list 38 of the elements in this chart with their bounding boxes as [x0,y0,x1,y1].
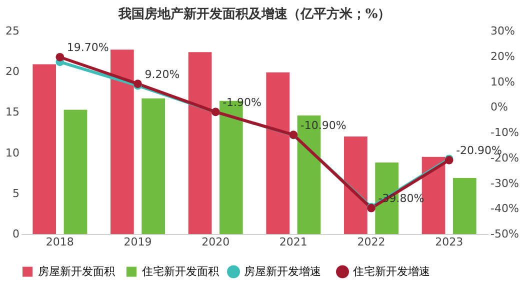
y2-tick-label: -50% [490,228,519,240]
bar [422,156,446,234]
legend-label: 房屋新开发面积 [38,264,115,278]
bar [110,50,134,234]
x-tick-label: 2020 [202,236,230,248]
y2-tick-label: -10% [490,126,519,139]
data-label: -1.90% [222,96,262,109]
data-label: 19.70% [66,41,109,54]
legend-label: 住宅新开发增速 [353,264,430,278]
bar [452,178,476,234]
x-tick-label: 2023 [435,236,464,248]
chart-title: 我国房地产新开发面积及增速（亿平方米；%） [117,6,391,22]
bar [266,72,290,234]
x-tick-label: 2019 [124,236,152,248]
x-tick-label: 2022 [357,236,386,248]
y2-tick-label: 10% [490,75,515,88]
legend-label: 房屋新开发增速 [244,264,321,278]
y-tick-label: 25 [6,24,20,38]
y2-tick-label: 20% [490,50,515,63]
y-tick-label: 10 [6,146,20,160]
y-tick-label: 20 [6,65,20,78]
y2-tick-label: 30% [490,24,515,38]
y-tick-label: 0 [12,228,20,240]
y-tick-label: 5 [12,186,20,200]
bar [64,110,88,234]
y-tick-label: 15 [6,106,20,119]
bar [344,136,368,234]
data-label: 9.20% [144,68,180,81]
y2-tick-label: 0% [490,100,508,114]
y2-tick-label: -40% [490,202,519,216]
point [56,52,64,62]
y2-tick-label: -30% [490,176,519,190]
bar [142,98,165,234]
bar [188,52,212,234]
bar [32,64,56,234]
x-tick-label: 2018 [46,236,74,248]
x-tick-label: 2021 [279,236,308,248]
legend-label: 住宅新开发面积 [142,264,219,278]
